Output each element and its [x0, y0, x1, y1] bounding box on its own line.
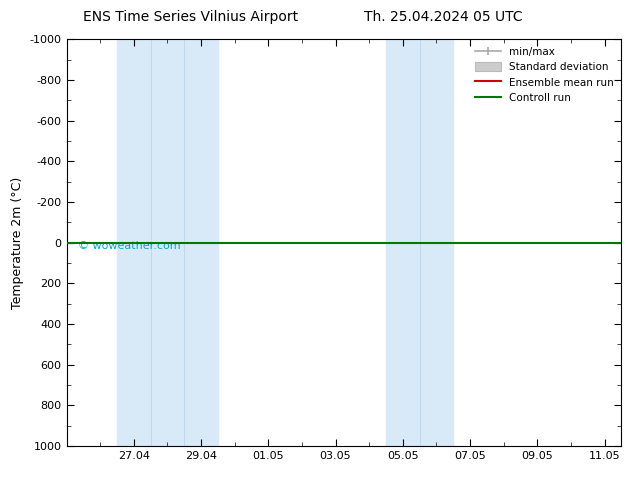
Bar: [386, 39, 453, 446]
Text: ENS Time Series Vilnius Airport: ENS Time Series Vilnius Airport: [82, 10, 298, 24]
Bar: [117, 39, 218, 446]
Text: Th. 25.04.2024 05 UTC: Th. 25.04.2024 05 UTC: [365, 10, 523, 24]
Legend: min/max, Standard deviation, Ensemble mean run, Controll run: min/max, Standard deviation, Ensemble me…: [470, 42, 618, 107]
Text: © woweather.com: © woweather.com: [77, 242, 180, 251]
Y-axis label: Temperature 2m (°C): Temperature 2m (°C): [11, 176, 24, 309]
